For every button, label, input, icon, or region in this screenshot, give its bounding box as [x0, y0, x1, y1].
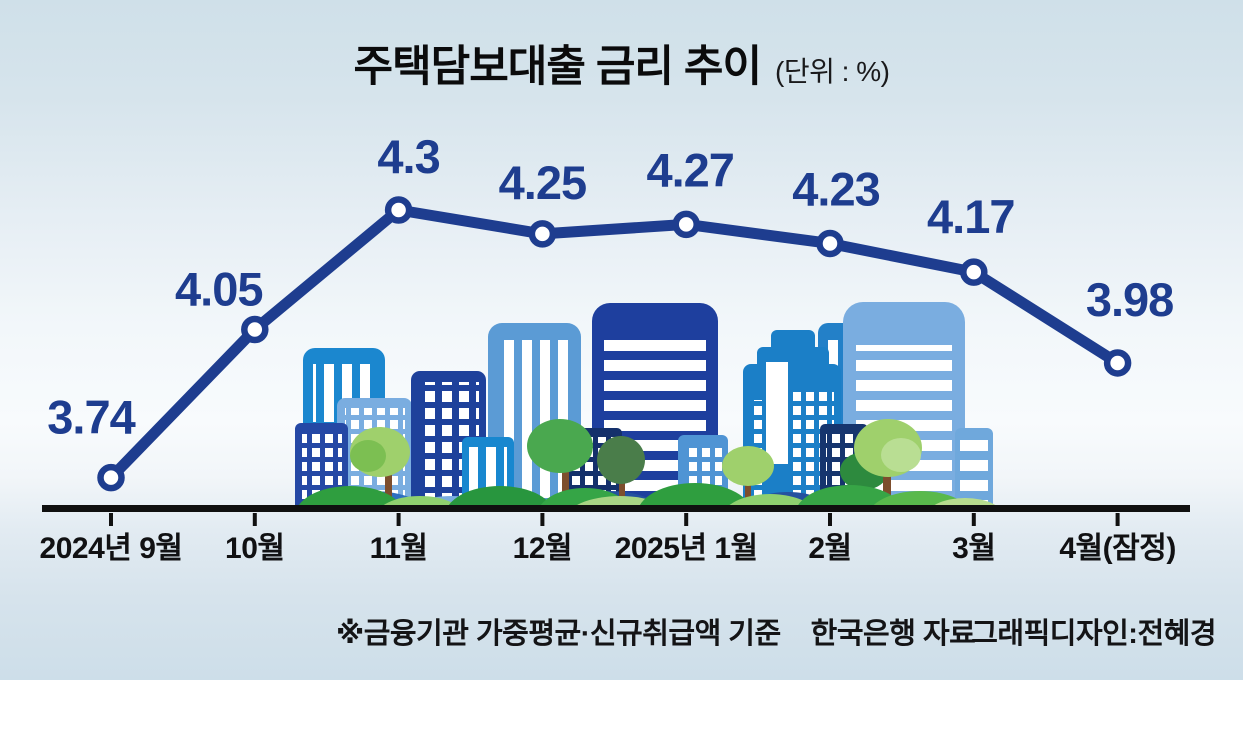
footer-note-wrap: ※금융기관 가중평균·신규취급액 기준 한국은행 자료 [336, 610, 976, 652]
chart-title: 주택담보대출 금리 추이 [353, 43, 762, 91]
axis-tick [396, 513, 401, 526]
axis-tick [971, 513, 976, 526]
x-axis-label: 2024년 9월 [40, 532, 183, 565]
footer-source: 한국은행 자료 [810, 618, 976, 650]
x-axis-label: 10월 [225, 532, 284, 565]
axis-tick [828, 513, 832, 526]
value-label: 4.17 [927, 190, 1014, 243]
data-point-marker [384, 196, 413, 224]
x-axis-label: 4월(잠정) [1059, 532, 1175, 565]
value-label: 3.74 [47, 391, 135, 444]
value-label: 4.27 [646, 143, 733, 196]
x-axis-label: 3월 [952, 532, 995, 565]
footer-credit: 그래픽디자인:전혜경 [971, 618, 1216, 650]
data-point-marker [816, 229, 844, 258]
axis-tick [684, 513, 689, 526]
chart-title-row: 주택담보대출 금리 추이 (단위 : %) [0, 32, 1243, 94]
data-point-marker [241, 315, 269, 344]
data-point-marker [97, 463, 125, 492]
axis-tick [252, 513, 257, 526]
chart-unit-note: (단위 : %) [775, 56, 890, 87]
axis-tick [109, 513, 113, 526]
value-label: 4.23 [792, 162, 879, 215]
data-point-marker [1103, 349, 1132, 377]
axis-tick [540, 513, 545, 526]
footer-row: ※금융기관 가중평균·신규취급액 기준 한국은행 자료 그래픽디자인:전혜경 [0, 610, 1243, 654]
tree-illustrations [350, 419, 922, 512]
x-axis-label: 11월 [370, 532, 428, 565]
data-point-marker [528, 220, 557, 248]
value-label: 3.98 [1086, 273, 1173, 326]
footer-note: ※금융기관 가중평균·신규취급액 기준 [336, 618, 781, 650]
rate-line [105, 204, 1124, 484]
value-label: 4.05 [175, 263, 262, 316]
value-label: 4.25 [499, 156, 586, 209]
plot-series-group: 2024년 9월 10월 11월 12월 2025년 1월 2월 3월 4월(잠정) 3.74 4… [40, 130, 1177, 565]
x-axis-label: 2월 [808, 532, 851, 565]
axis-tick [1115, 513, 1120, 526]
value-label: 4.3 [377, 130, 439, 183]
x-axis-label: 2025년 1월 [615, 532, 758, 565]
data-point-marker [960, 258, 988, 286]
x-axis-line [42, 505, 1190, 512]
x-axis-label: 12월 [513, 532, 572, 565]
data-point-marker [672, 210, 700, 239]
